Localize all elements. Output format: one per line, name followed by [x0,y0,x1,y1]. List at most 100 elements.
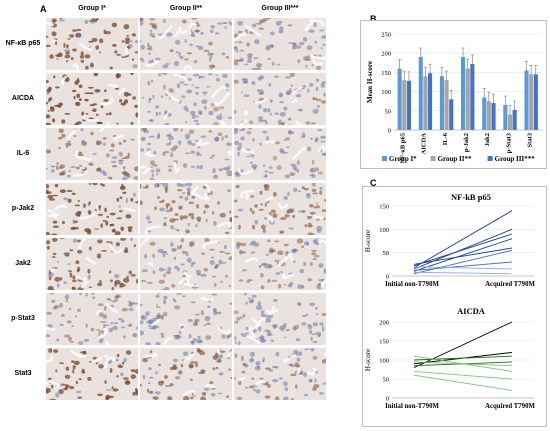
cell-nucleus [75,380,78,385]
cell-nucleus [198,75,205,79]
cell-nucleus [165,189,168,193]
cell-nucleus [321,35,326,39]
tissue-lumen [283,353,297,363]
cell-nucleus [263,175,268,178]
cell-nucleus [311,249,317,252]
cell-nucleus [114,281,117,287]
cell-nucleus [312,322,319,327]
cell-nucleus [288,363,294,366]
cell-nucleus [174,213,179,216]
cell-nucleus [71,360,75,363]
cell-nucleus [265,317,272,323]
cell-nucleus [292,46,297,50]
cell-nucleus [121,187,124,189]
cell-nucleus [221,334,226,339]
bar [418,57,423,130]
cell-nucleus [166,253,169,255]
cell-nucleus [259,89,264,95]
cell-nucleus [316,98,322,102]
ihc-texture [46,348,138,400]
tissue-lumen [95,205,100,213]
cell-nucleus [100,321,107,323]
cell-nucleus [156,173,159,176]
cell-nucleus [281,325,287,329]
cell-nucleus [319,186,323,190]
cell-nucleus [78,378,82,381]
cell-nucleus [319,190,323,195]
series-line [413,210,513,268]
cell-nucleus [268,18,271,20]
cell-nucleus [98,364,104,369]
cell-nucleus [213,174,218,179]
cell-nucleus [256,63,263,68]
legend-swatch [382,156,387,161]
tissue-lumen [183,282,199,288]
cell-nucleus [149,18,156,21]
cell-nucleus [140,330,144,336]
cell-nucleus [275,396,280,400]
cell-nucleus [54,276,61,282]
tissue-lumen [317,238,326,245]
cell-nucleus [164,375,168,379]
series-line [413,249,513,275]
ihc-texture [234,128,326,180]
cell-nucleus [142,358,148,363]
cell-nucleus [115,294,121,298]
cell-nucleus [166,395,170,400]
cell-nucleus [67,140,71,143]
cell-nucleus [253,388,257,392]
ihc-texture [46,128,138,180]
cell-nucleus [283,196,288,200]
cell-nucleus [152,35,156,38]
cell-nucleus [59,323,65,326]
cell-nucleus [253,242,260,247]
cell-nucleus [305,64,308,69]
cell-nucleus [323,92,326,97]
cell-nucleus [84,167,87,171]
cell-nucleus [48,198,56,201]
cell-nucleus [309,211,316,215]
cell-nucleus [170,152,174,158]
cell-nucleus [296,160,300,165]
cell-nucleus [318,263,324,269]
cell-nucleus [226,142,232,146]
cell-nucleus [268,83,272,87]
cell-nucleus [305,121,310,125]
tissue-lumen [123,207,137,213]
cell-nucleus [268,369,274,372]
cell-nucleus [116,353,120,358]
cell-nucleus [215,136,220,142]
cell-nucleus [133,302,138,305]
tissue-lumen [216,348,221,356]
cell-nucleus [316,228,322,233]
cell-nucleus [124,380,131,386]
cell-nucleus [94,228,100,231]
cell-nucleus [188,129,194,135]
cell-nucleus [99,38,104,44]
cell-nucleus [276,63,281,66]
cell-nucleus [71,325,74,327]
cell-nucleus [310,137,313,140]
cell-nucleus [156,195,161,200]
cell-nucleus [92,296,96,300]
cell-nucleus [304,393,308,397]
cell-nucleus [251,23,257,28]
tissue-lumen [107,83,118,88]
cell-nucleus [48,276,52,281]
cell-nucleus [49,97,53,101]
cell-nucleus [200,165,203,170]
cell-nucleus [195,29,199,33]
tissue-lumen [304,19,315,31]
cell-nucleus [135,326,138,330]
tissue-lumen [264,140,275,145]
cell-nucleus [270,31,275,36]
ihc-image [140,73,232,125]
column-header: Group III*** [261,5,299,12]
cell-nucleus [245,301,248,305]
cell-nucleus [173,334,179,337]
cell-nucleus [47,194,54,199]
cell-nucleus [272,213,278,219]
cell-nucleus [162,19,166,23]
tissue-lumen [183,351,197,363]
tissue-lumen [205,383,215,389]
